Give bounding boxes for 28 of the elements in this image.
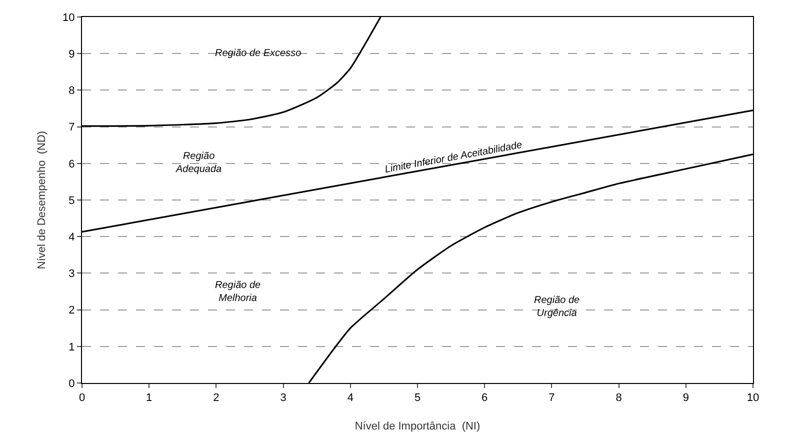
x-tick-label: 3 — [280, 392, 286, 404]
y-tick-label: 4 — [68, 231, 75, 244]
annotation: Região de Urgência — [534, 295, 580, 319]
y-axis-title: Nível de Desempenho (ND) — [36, 130, 48, 270]
y-tick-label: 7 — [68, 122, 75, 134]
annotation: Região de Excesso — [215, 48, 302, 59]
annotation: Região Adequada — [175, 151, 222, 175]
y-tick-label: 0 — [68, 378, 75, 390]
x-tick-label: 6 — [482, 392, 488, 404]
x-tick-label: 4 — [347, 392, 354, 404]
y-tick-label: 5 — [68, 194, 75, 207]
x-tick-label: 1 — [146, 392, 152, 404]
x-tick-label: 0 — [78, 392, 86, 404]
x-tick-label: 5 — [414, 392, 421, 404]
y-tick-label: 6 — [68, 158, 75, 170]
x-tick-label: 10 — [746, 392, 760, 404]
y-tick-label: 2 — [68, 304, 75, 317]
y-tick-label: 10 — [62, 12, 75, 24]
y-tick-label: 9 — [68, 48, 75, 60]
x-axis-title: Nível de Importância (NI) — [354, 420, 480, 432]
y-tick-label: 8 — [68, 85, 75, 98]
x-tick-label: 2 — [213, 392, 220, 404]
x-tick-label: 9 — [682, 392, 689, 404]
y-tick-label: 3 — [68, 268, 75, 280]
annotation: Região de Melhoria — [215, 280, 262, 304]
x-tick-label: 7 — [548, 392, 555, 404]
x-tick-label: 8 — [616, 392, 622, 404]
y-tick-label: 1 — [68, 341, 75, 354]
